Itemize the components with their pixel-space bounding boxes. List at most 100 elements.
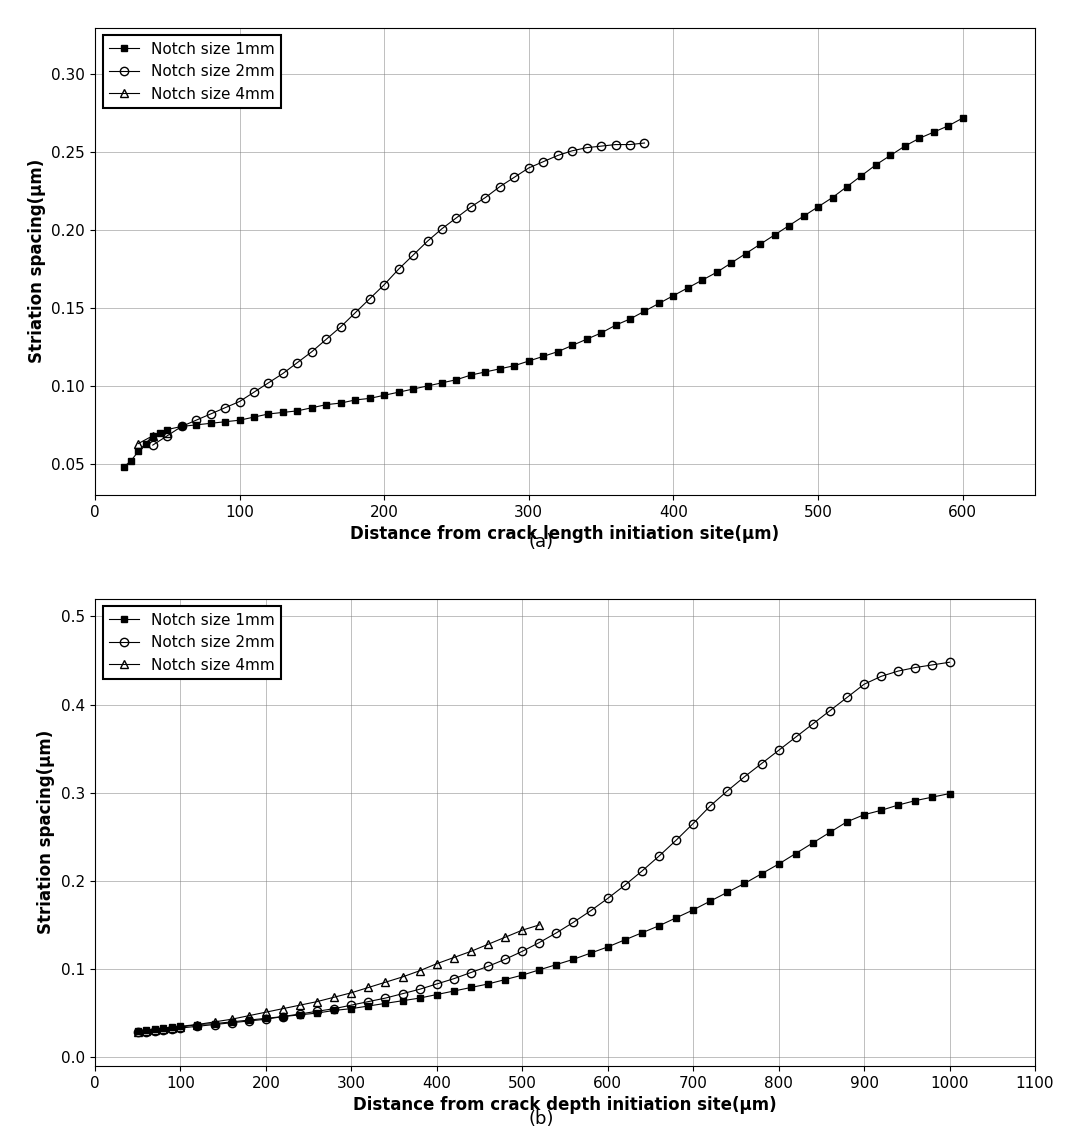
Notch size 1mm [276, 1010, 289, 1023]
Notch size 4mm [260, 1005, 273, 1019]
Notch size 4mm [166, 1021, 179, 1035]
Notch size 1mm [609, 319, 622, 332]
Notch size 4mm [174, 1020, 187, 1034]
X-axis label: Distance from crack length initiation site(μm): Distance from crack length initiation si… [351, 525, 779, 544]
Notch size 1mm [345, 1002, 358, 1015]
Notch size 4mm [464, 944, 477, 958]
Y-axis label: Striation spacing(μm): Striation spacing(μm) [28, 159, 45, 363]
Line: Notch size 2mm: Notch size 2mm [133, 658, 953, 1037]
Line: Notch size 4mm: Notch size 4mm [133, 920, 543, 1036]
Notch size 2mm [609, 138, 622, 152]
Notch size 1mm [361, 999, 374, 1013]
Notch size 2mm [566, 144, 579, 158]
Notch size 2mm [320, 332, 333, 346]
Notch size 2mm [175, 419, 188, 433]
Notch size 4mm [276, 1002, 289, 1015]
Notch size 1mm [703, 894, 716, 908]
Notch size 4mm [345, 986, 358, 999]
Notch size 2mm [450, 211, 463, 225]
Notch size 2mm [276, 1010, 289, 1023]
Notch size 4mm [311, 995, 324, 1008]
Text: (b): (b) [528, 1110, 554, 1128]
Notch size 1mm [926, 790, 939, 804]
Notch size 4mm [447, 950, 460, 964]
Notch size 1mm [117, 460, 130, 474]
Notch size 4mm [140, 1024, 153, 1038]
Notch size 2mm [131, 1026, 144, 1039]
Line: Notch size 4mm: Notch size 4mm [134, 428, 171, 448]
Notch size 4mm [361, 981, 374, 995]
Notch size 4mm [192, 1018, 204, 1031]
Notch size 2mm [464, 200, 477, 214]
Notch size 1mm [944, 787, 956, 801]
Notch size 1mm [248, 410, 261, 424]
Notch size 4mm [532, 918, 545, 932]
Notch size 4mm [148, 1023, 161, 1037]
Notch size 2mm [551, 148, 564, 162]
Line: Notch size 1mm: Notch size 1mm [120, 114, 966, 471]
Notch size 2mm [305, 345, 318, 359]
Notch size 2mm [146, 439, 159, 452]
Notch size 2mm [276, 367, 289, 380]
Notch size 4mm [146, 429, 159, 443]
Y-axis label: Striation spacing(μm): Striation spacing(μm) [38, 730, 55, 934]
Notch size 2mm [580, 140, 593, 154]
Notch size 2mm [407, 248, 420, 262]
Notch size 4mm [131, 1024, 144, 1038]
Notch size 4mm [242, 1008, 255, 1022]
Notch size 4mm [499, 931, 512, 944]
Notch size 2mm [345, 998, 358, 1012]
Notch size 2mm [364, 292, 377, 306]
Notch size 2mm [638, 136, 651, 150]
Notch size 4mm [132, 436, 145, 450]
Notch size 2mm [189, 413, 202, 427]
Notch size 1mm [131, 1024, 144, 1038]
Notch size 2mm [161, 429, 174, 443]
Notch size 2mm [523, 161, 536, 175]
Notch size 2mm [204, 407, 217, 420]
Notch size 4mm [208, 1015, 221, 1029]
Notch size 4mm [379, 975, 392, 989]
Notch size 2mm [248, 385, 261, 399]
Line: Notch size 1mm: Notch size 1mm [134, 790, 953, 1035]
Notch size 1mm [956, 111, 969, 124]
Notch size 4mm [328, 990, 341, 1004]
Legend: Notch size 1mm, Notch size 2mm, Notch size 4mm: Notch size 1mm, Notch size 2mm, Notch si… [103, 606, 281, 678]
Notch size 2mm [479, 191, 492, 204]
Notch size 2mm [595, 139, 608, 153]
Notch size 2mm [537, 155, 550, 169]
Notch size 2mm [233, 395, 246, 409]
Legend: Notch size 1mm, Notch size 2mm, Notch size 4mm: Notch size 1mm, Notch size 2mm, Notch si… [103, 35, 281, 107]
Notch size 2mm [219, 401, 232, 415]
Notch size 2mm [348, 306, 361, 320]
Notch size 2mm [493, 179, 506, 193]
Notch size 1mm [841, 179, 854, 193]
Line: Notch size 2mm: Notch size 2mm [148, 139, 649, 449]
Notch size 2mm [944, 656, 956, 669]
Notch size 1mm [305, 401, 318, 415]
Notch size 2mm [421, 234, 434, 248]
Notch size 2mm [334, 320, 347, 333]
Notch size 4mm [396, 970, 409, 983]
X-axis label: Distance from crack depth initiation site(μm): Distance from crack depth initiation sit… [353, 1096, 777, 1115]
Notch size 1mm [154, 426, 167, 440]
Notch size 2mm [652, 850, 665, 863]
Notch size 2mm [291, 355, 304, 369]
Notch size 2mm [926, 658, 939, 671]
Notch size 4mm [481, 938, 494, 951]
Notch size 2mm [392, 263, 405, 276]
Notch size 2mm [703, 799, 716, 813]
Notch size 4mm [516, 924, 529, 938]
Notch size 4mm [161, 426, 174, 440]
Notch size 4mm [413, 964, 426, 978]
Notch size 2mm [361, 995, 374, 1008]
Notch size 4mm [157, 1022, 170, 1036]
Notch size 1mm [652, 919, 665, 933]
Text: (a): (a) [528, 533, 554, 552]
Notch size 2mm [262, 376, 275, 389]
Notch size 2mm [623, 138, 636, 152]
Notch size 4mm [225, 1012, 238, 1026]
Notch size 2mm [436, 222, 449, 235]
Notch size 1mm [941, 119, 954, 132]
Notch size 4mm [293, 998, 306, 1012]
